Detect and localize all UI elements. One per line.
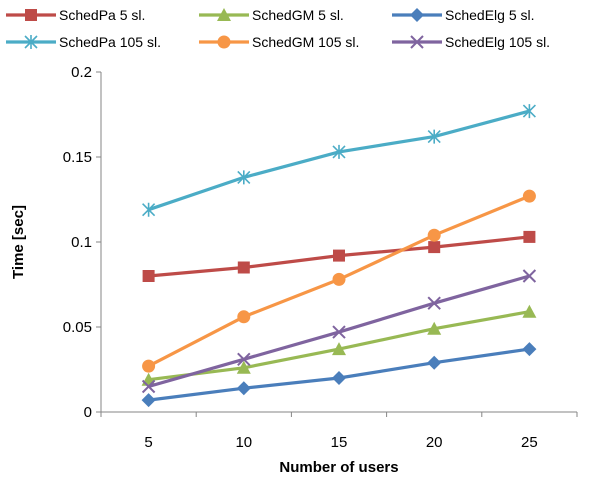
data-point — [427, 129, 441, 144]
data-point — [142, 270, 155, 282]
series-layer — [141, 104, 537, 408]
legend: SchedPa 5 sl. SchedGM 5 sl. SchedElg 5 sl.… — [6, 7, 550, 50]
data-point — [236, 360, 251, 374]
data-point — [237, 310, 251, 324]
x-ticks: 5 10 15 20 25 — [100, 412, 578, 451]
legend-marker — [410, 8, 424, 22]
legend-marker — [25, 9, 37, 21]
legend-item: SchedGM 105 sl. — [199, 34, 359, 50]
legend-marker — [217, 35, 231, 49]
y-tick-label: 0 — [84, 404, 92, 421]
data-point — [142, 359, 156, 373]
x-tick-label: 10 — [235, 434, 252, 451]
y-tick-label: 0.05 — [63, 319, 92, 336]
series-line — [148, 109, 530, 212]
legend-label: SchedGM 5 sl. — [252, 7, 344, 23]
data-point — [522, 342, 537, 357]
data-point — [142, 202, 156, 217]
data-point — [332, 371, 346, 385]
y-tick-label: 0.15 — [63, 149, 92, 166]
y-tick-label: 0.1 — [71, 234, 92, 251]
axes — [100, 72, 577, 413]
data-point — [522, 189, 536, 203]
legend-label: SchedPa 5 sl. — [59, 7, 145, 23]
legend-label: SchedElg 5 sl. — [445, 7, 535, 23]
data-point — [522, 269, 537, 283]
legend-marker — [24, 35, 38, 49]
data-point — [237, 352, 251, 367]
y-ticks: 0 0.05 0.1 0.15 0.2 — [63, 64, 101, 421]
x-axis-title: Number of users — [279, 459, 398, 476]
y-tick-label: 0.2 — [71, 64, 92, 81]
data-point — [333, 249, 345, 262]
x-tick-label: 5 — [144, 434, 152, 451]
series-6 — [141, 269, 537, 394]
series-2 — [141, 304, 537, 386]
data-point — [522, 104, 536, 119]
legend-item: SchedGM 5 sl. — [199, 7, 344, 23]
y-axis-title: Time [sec] — [10, 205, 27, 279]
data-point — [427, 355, 442, 370]
data-point — [332, 342, 346, 356]
data-point — [236, 381, 251, 396]
legend-item: SchedPa 5 sl. — [6, 7, 145, 23]
data-point — [237, 170, 251, 185]
data-point — [523, 230, 536, 243]
data-point — [141, 393, 156, 408]
series-1 — [142, 230, 536, 282]
data-point — [332, 325, 346, 339]
data-point — [428, 241, 441, 254]
x-tick-label: 25 — [521, 434, 538, 451]
legend-item: SchedPa 105 sl. — [6, 34, 161, 50]
legend-marker — [217, 8, 231, 21]
legend-label: SchedPa 105 sl. — [59, 34, 161, 50]
x-tick-label: 15 — [331, 434, 348, 451]
series-3 — [141, 342, 537, 408]
legend-item: SchedElg 5 sl. — [392, 7, 535, 23]
legend-label: SchedElg 105 sl. — [445, 34, 550, 50]
data-point — [332, 144, 346, 159]
legend-item: SchedElg 105 sl. — [392, 34, 550, 50]
series-4 — [142, 104, 536, 217]
data-point — [427, 296, 441, 310]
data-point — [332, 272, 346, 286]
series-5 — [142, 189, 536, 373]
data-point — [237, 261, 250, 274]
data-point — [427, 321, 442, 335]
legend-label: SchedGM 105 sl. — [252, 34, 359, 50]
data-point — [141, 379, 156, 394]
data-point — [427, 228, 441, 242]
x-tick-label: 20 — [426, 434, 443, 451]
data-point — [522, 304, 537, 318]
legend-marker — [410, 35, 424, 49]
